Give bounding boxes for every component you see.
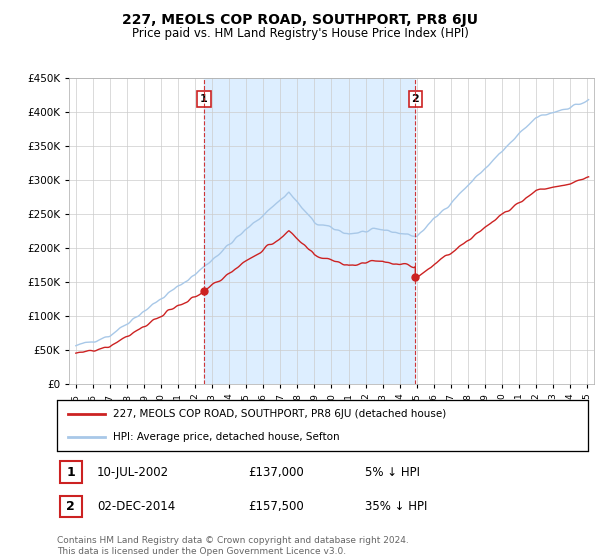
Text: 227, MEOLS COP ROAD, SOUTHPORT, PR8 6JU (detached house): 227, MEOLS COP ROAD, SOUTHPORT, PR8 6JU …	[113, 409, 446, 419]
Text: 2: 2	[412, 94, 419, 104]
FancyBboxPatch shape	[59, 461, 82, 483]
Text: £137,000: £137,000	[248, 466, 304, 479]
Bar	[204, 78, 415, 384]
Text: 1: 1	[200, 94, 208, 104]
Text: 1: 1	[67, 466, 75, 479]
Text: 2: 2	[67, 500, 75, 513]
Text: 35% ↓ HPI: 35% ↓ HPI	[365, 500, 427, 513]
Text: Contains HM Land Registry data © Crown copyright and database right 2024.
This d: Contains HM Land Registry data © Crown c…	[57, 536, 409, 556]
Text: HPI: Average price, detached house, Sefton: HPI: Average price, detached house, Seft…	[113, 432, 340, 442]
Text: 10-JUL-2002: 10-JUL-2002	[97, 466, 169, 479]
Text: 02-DEC-2014: 02-DEC-2014	[97, 500, 175, 513]
Text: 227, MEOLS COP ROAD, SOUTHPORT, PR8 6JU: 227, MEOLS COP ROAD, SOUTHPORT, PR8 6JU	[122, 13, 478, 27]
Text: £157,500: £157,500	[248, 500, 304, 513]
Text: 5% ↓ HPI: 5% ↓ HPI	[365, 466, 420, 479]
Text: Price paid vs. HM Land Registry's House Price Index (HPI): Price paid vs. HM Land Registry's House …	[131, 27, 469, 40]
FancyBboxPatch shape	[59, 496, 82, 517]
